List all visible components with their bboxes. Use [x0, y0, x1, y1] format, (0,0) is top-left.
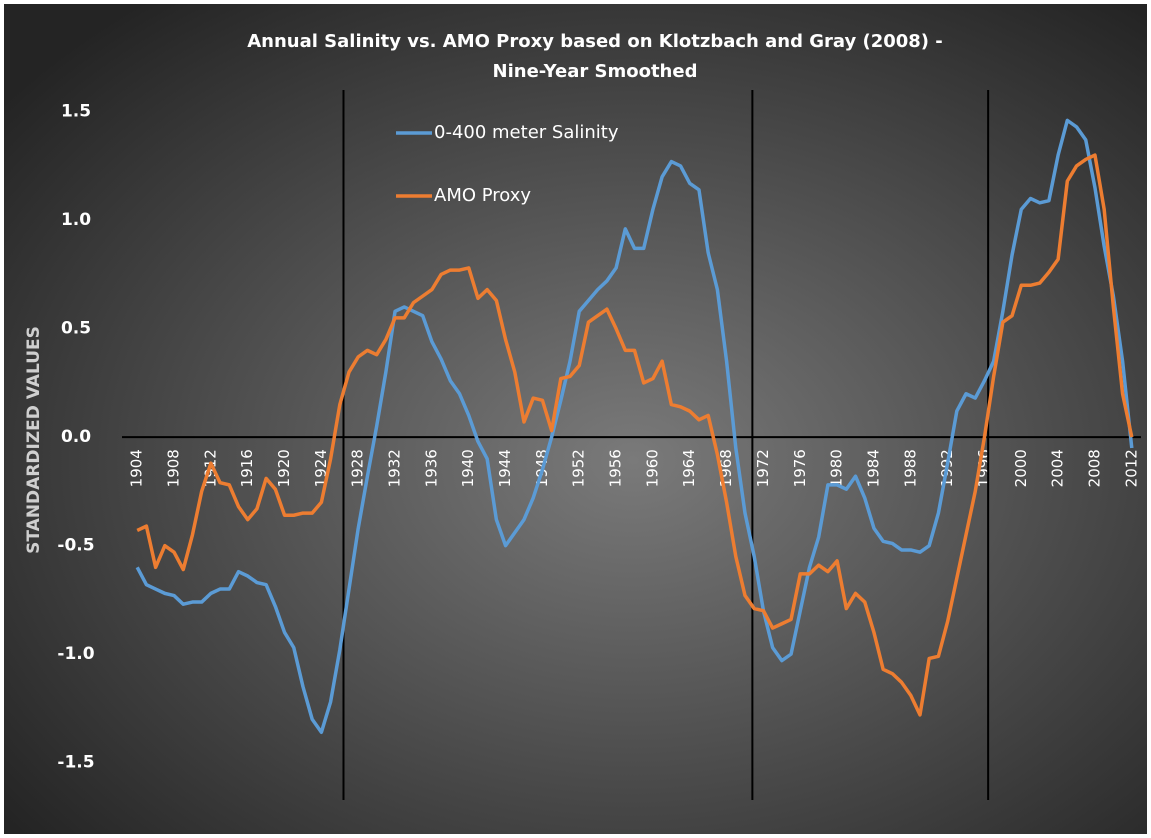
- x-tick-label: 1904: [128, 449, 146, 487]
- chart-subtitle: Nine-Year Smoothed: [493, 61, 698, 82]
- series-line: [136, 153, 1134, 717]
- x-tick-label: 1944: [496, 449, 514, 487]
- x-tick-label: 1936: [422, 449, 440, 487]
- y-tick-label: -0.5: [57, 536, 94, 556]
- x-tick-label: 1960: [643, 449, 661, 487]
- x-tick-label: 1964: [680, 449, 698, 487]
- x-tick-label: 1920: [275, 449, 293, 487]
- x-tick-label: 2012: [1122, 449, 1140, 487]
- y-tick-label: 0.0: [61, 427, 91, 447]
- x-tick-label: 1916: [238, 449, 256, 487]
- y-tick-label: 1.0: [61, 210, 91, 230]
- x-tick-label: 2000: [1012, 449, 1030, 487]
- x-tick-label: 1980: [828, 449, 846, 487]
- x-tick-label: 1940: [459, 449, 477, 487]
- x-tick-label: 1972: [754, 449, 772, 487]
- chart-title: Annual Salinity vs. AMO Proxy based on K…: [247, 31, 943, 52]
- x-tick-label: 1984: [864, 449, 882, 487]
- x-tick-label: 1928: [349, 449, 367, 487]
- x-tick-label: 1932: [386, 449, 404, 487]
- legend-label: 0-400 meter Salinity: [434, 122, 619, 143]
- x-tick-label: 1952: [570, 449, 588, 487]
- x-tick-label: 1908: [165, 449, 183, 487]
- y-axis-label: STANDARDIZED VALUES: [24, 326, 44, 554]
- x-tick-label: 2008: [1085, 449, 1103, 487]
- x-tick-label: 2004: [1049, 449, 1067, 487]
- y-tick-label: -1.5: [57, 753, 94, 773]
- y-tick-label: 0.5: [61, 319, 91, 339]
- y-tick-label: 1.5: [61, 102, 91, 122]
- x-tick-label: 1976: [791, 449, 809, 487]
- x-tick-label: 1988: [901, 449, 919, 487]
- x-tick-label: 1956: [607, 449, 625, 487]
- legend-label: AMO Proxy: [434, 185, 531, 206]
- y-tick-label: -1.0: [57, 644, 94, 664]
- series-line: [135, 118, 1134, 734]
